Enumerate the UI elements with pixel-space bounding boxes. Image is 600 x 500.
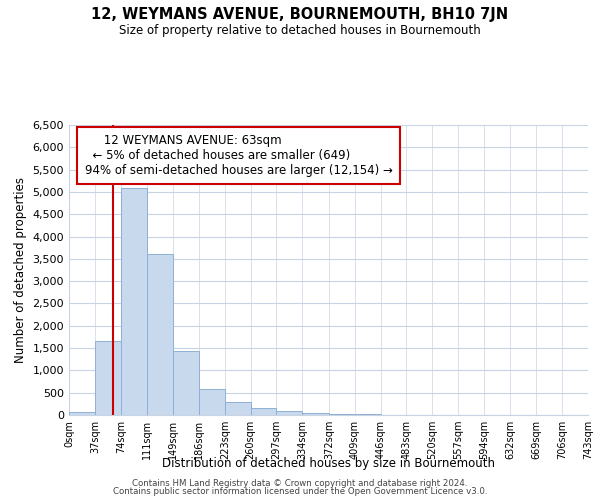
Text: Contains HM Land Registry data © Crown copyright and database right 2024.: Contains HM Land Registry data © Crown c… — [132, 478, 468, 488]
Bar — [173, 351, 199, 415]
Text: 12, WEYMANS AVENUE, BOURNEMOUTH, BH10 7JN: 12, WEYMANS AVENUE, BOURNEMOUTH, BH10 7J… — [91, 8, 509, 22]
Y-axis label: Number of detached properties: Number of detached properties — [14, 177, 27, 363]
Bar — [199, 389, 225, 415]
Bar — [225, 402, 251, 415]
Bar — [329, 414, 355, 415]
Bar — [277, 411, 302, 415]
Bar — [355, 414, 380, 415]
Bar — [69, 412, 95, 415]
Text: Distribution of detached houses by size in Bournemouth: Distribution of detached houses by size … — [162, 458, 496, 470]
Bar — [95, 342, 121, 415]
Bar — [251, 408, 277, 415]
Text: 12 WEYMANS AVENUE: 63sqm
  ← 5% of detached houses are smaller (649)
94% of semi: 12 WEYMANS AVENUE: 63sqm ← 5% of detache… — [85, 134, 392, 176]
Bar — [121, 188, 146, 415]
Bar — [146, 254, 173, 415]
Text: Contains public sector information licensed under the Open Government Licence v3: Contains public sector information licen… — [113, 487, 487, 496]
Bar — [302, 412, 329, 415]
Text: Size of property relative to detached houses in Bournemouth: Size of property relative to detached ho… — [119, 24, 481, 37]
